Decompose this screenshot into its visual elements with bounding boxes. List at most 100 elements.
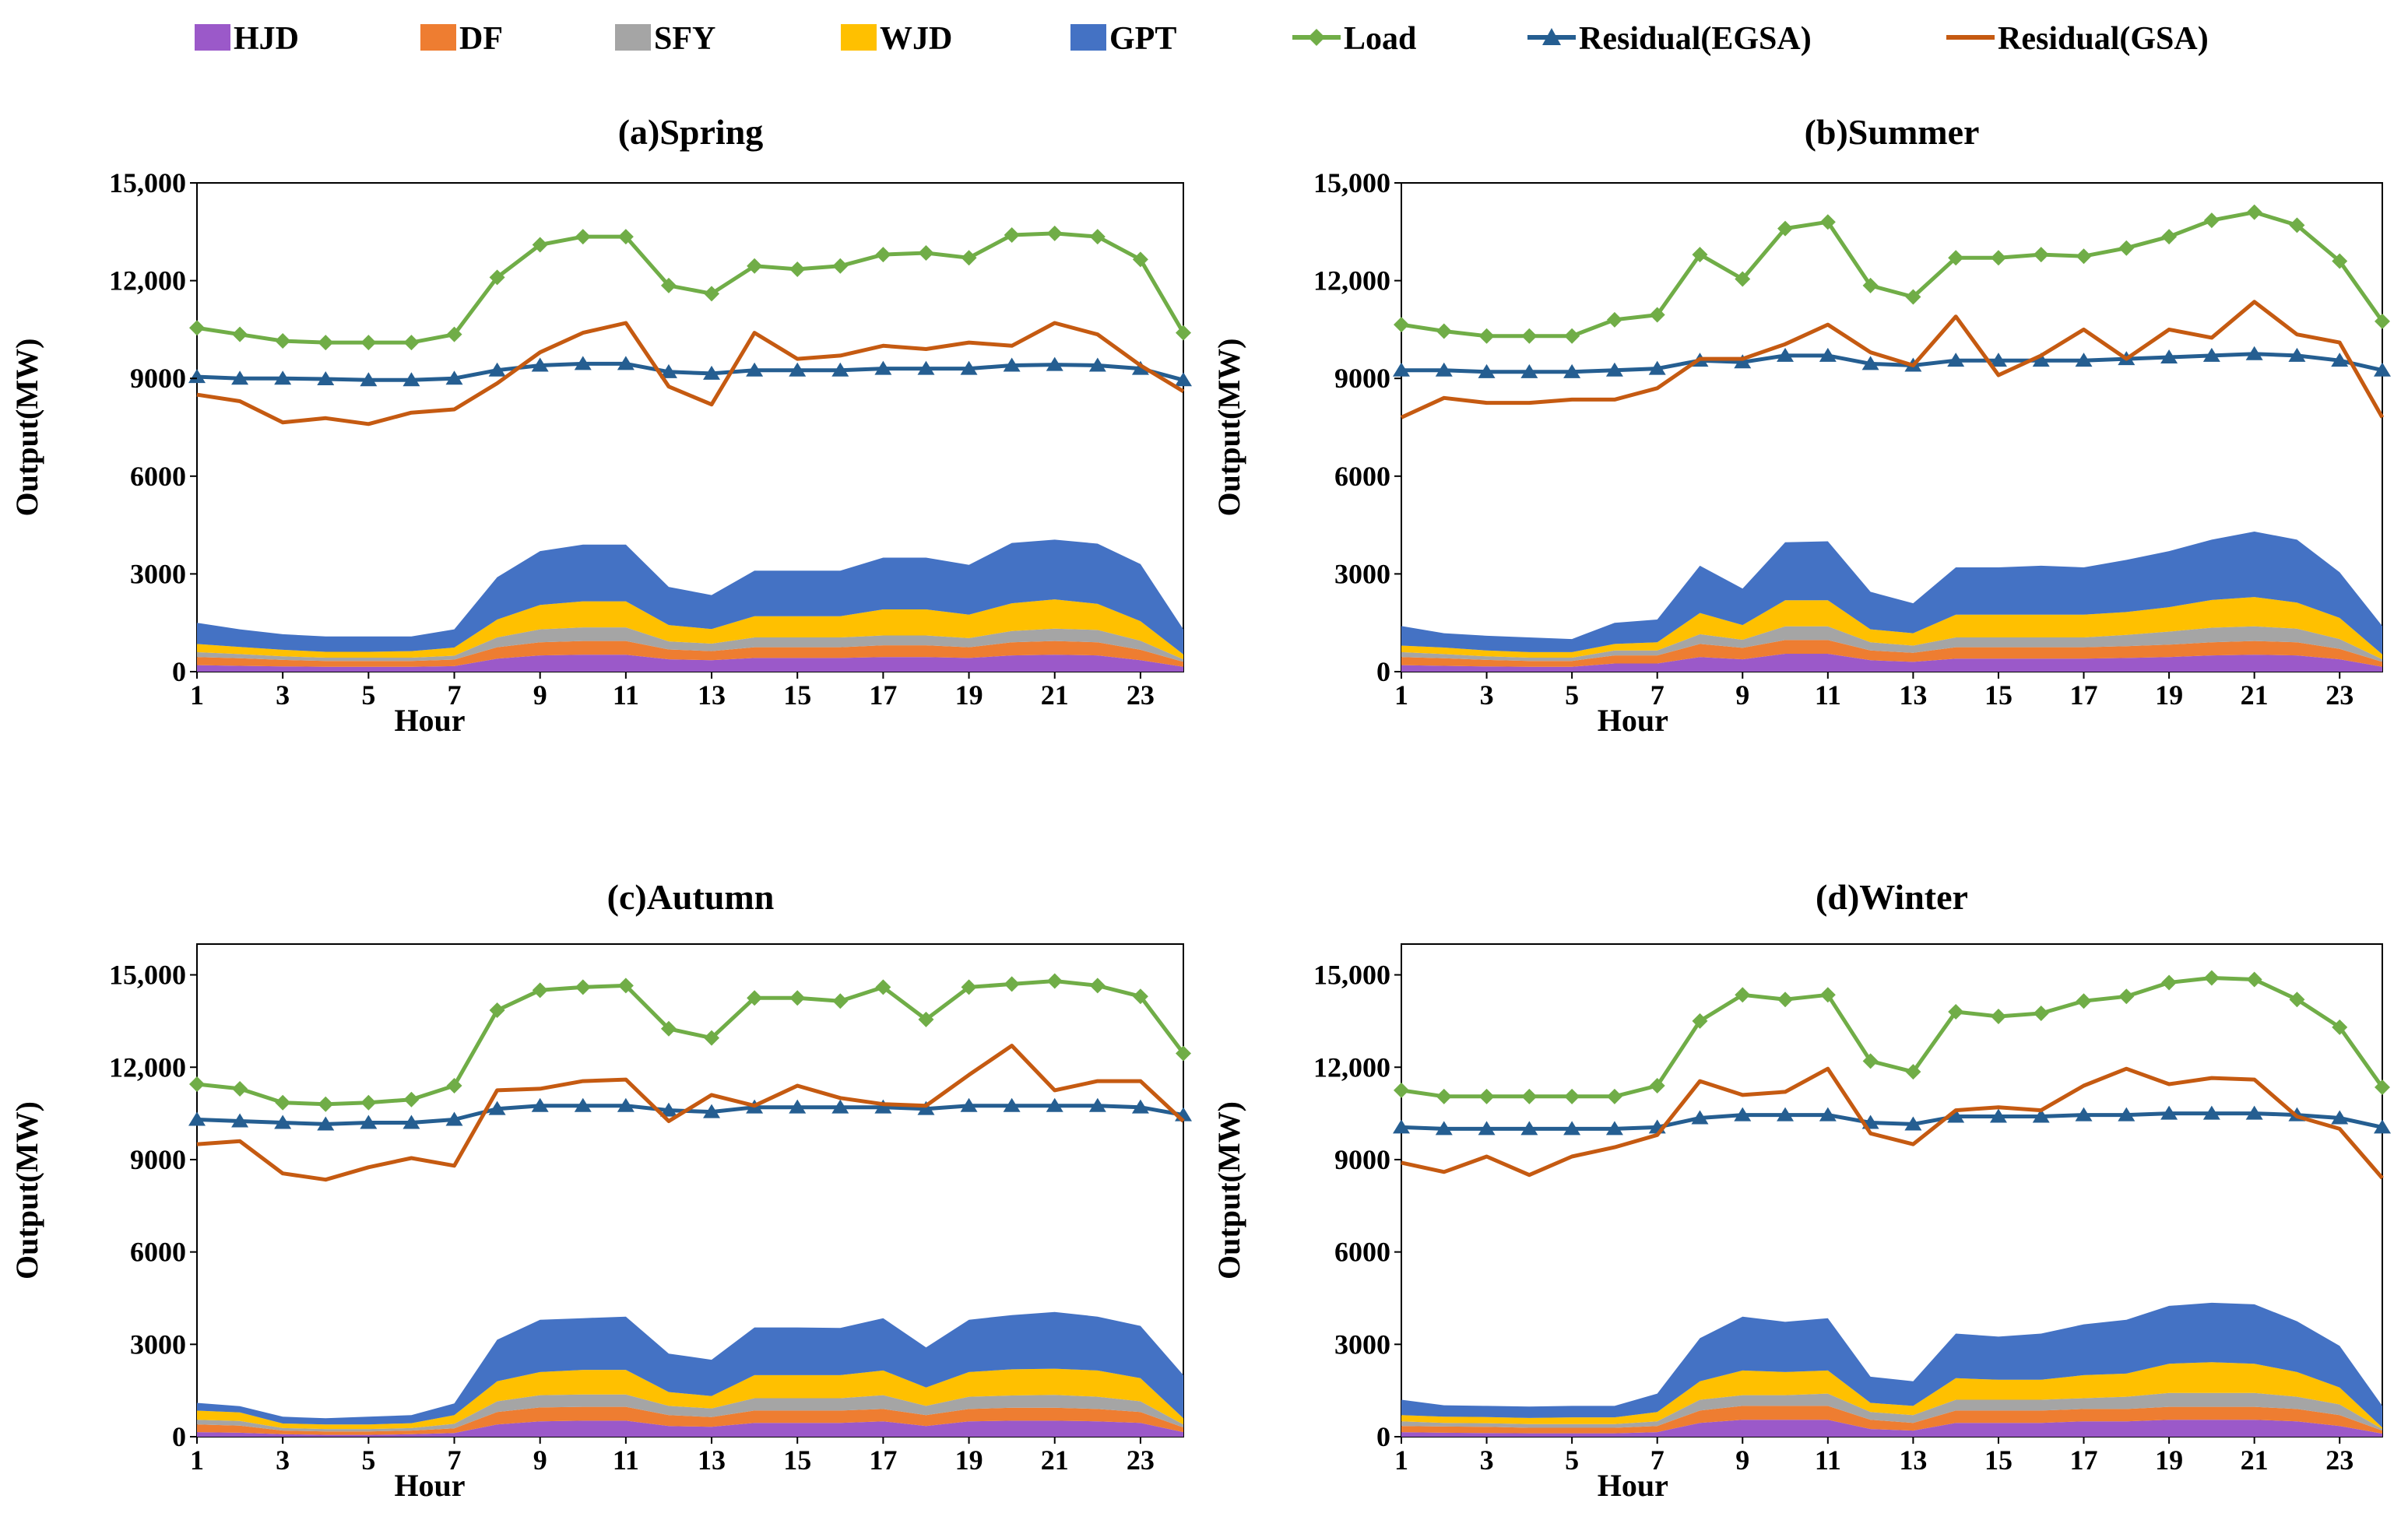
panel-title: (b)Summer <box>1805 112 1980 152</box>
marker-load <box>660 1020 677 1037</box>
marker-residual-egsa <box>403 372 420 387</box>
marker-load <box>2289 992 2305 1008</box>
legend-item-residual-egsa: Residual(EGSA) <box>1527 21 1812 57</box>
marker-load <box>660 277 677 293</box>
marker-load <box>1089 978 1106 994</box>
x-tick-label: 17 <box>869 679 897 711</box>
x-tick-label: 17 <box>2070 1444 2098 1476</box>
area-gpt <box>1401 532 2382 655</box>
y-axis-label: Output(MW) <box>1211 1101 1246 1280</box>
legend-swatch-df <box>420 24 456 51</box>
marker-residual-egsa <box>1088 357 1106 372</box>
x-tick-label: 1 <box>1394 679 1408 711</box>
marker-residual-egsa <box>1478 1121 1496 1136</box>
y-tick-label: 15,000 <box>109 167 186 198</box>
marker-load <box>704 286 720 302</box>
marker-load <box>1649 307 1665 323</box>
legend-marker-load <box>1308 29 1325 46</box>
marker-residual-egsa <box>1989 1108 2007 1123</box>
marker-load <box>232 326 248 342</box>
marker-residual-egsa <box>274 1115 292 1129</box>
legend-item-hjd: HJD <box>195 21 299 57</box>
x-tick-label: 1 <box>190 679 204 711</box>
area-hjd <box>1401 1420 2382 1437</box>
marker-load <box>2203 212 2220 229</box>
marker-residual-egsa <box>1819 1107 1837 1122</box>
marker-residual-egsa <box>2118 1107 2136 1122</box>
marker-residual-egsa <box>2075 1107 2093 1122</box>
marker-load <box>1905 1064 1921 1080</box>
marker-residual-egsa <box>1648 360 1666 375</box>
marker-load <box>2332 1019 2348 1035</box>
marker-residual-egsa <box>2288 347 2306 362</box>
line-residual-gsa <box>196 321 1185 427</box>
marker-residual-egsa <box>2374 1119 2391 1134</box>
legend-item-df: DF <box>420 21 503 57</box>
marker-load <box>1948 1004 1964 1020</box>
marker-residual-egsa <box>1734 1107 1752 1122</box>
marker-load <box>789 990 806 1006</box>
marker-load <box>1777 992 1794 1008</box>
area-df <box>1401 1406 2382 1434</box>
marker-load <box>446 326 462 342</box>
x-tick-label: 5 <box>361 1444 375 1476</box>
marker-residual-egsa <box>2160 349 2178 363</box>
marker-residual-egsa <box>2075 353 2093 367</box>
y-axis-label: Output(MW) <box>1211 339 1246 517</box>
marker-residual-egsa <box>1947 1108 1965 1123</box>
marker-load <box>1004 226 1020 243</box>
marker-load <box>1132 251 1148 268</box>
x-tick-label: 3 <box>276 679 290 711</box>
legend-item-gpt: GPT <box>1070 21 1176 57</box>
marker-residual-egsa <box>1131 360 1149 375</box>
marker-residual-egsa <box>1861 356 1879 370</box>
x-axis-label: Hour <box>394 703 465 738</box>
marker-load <box>2033 1006 2049 1022</box>
marker-load <box>1735 271 1751 287</box>
legend-item-sfy: SFY <box>615 21 715 57</box>
marker-residual-egsa <box>274 370 292 385</box>
marker-load <box>1692 247 1708 263</box>
marker-residual-egsa <box>1003 1097 1021 1112</box>
marker-load <box>1176 1045 1191 1062</box>
marker-load <box>189 320 205 336</box>
marker-residual-egsa <box>1691 1110 1709 1125</box>
marker-load <box>747 258 763 274</box>
marker-residual-egsa <box>1777 1107 1795 1122</box>
legend-swatch-hjd <box>195 24 230 51</box>
marker-load <box>403 1091 420 1107</box>
marker-load <box>2246 971 2262 988</box>
line-residual-gsa <box>1401 1066 2384 1180</box>
marker-residual-egsa <box>403 1115 420 1129</box>
marker-load <box>403 335 420 351</box>
marker-residual-egsa <box>231 1113 249 1128</box>
legend-swatch-sfy <box>615 24 651 51</box>
legend-label-load: Load <box>1344 21 1416 57</box>
marker-load <box>1478 1088 1495 1104</box>
marker-load <box>489 269 505 286</box>
x-tick-label: 23 <box>2325 679 2354 711</box>
marker-load <box>747 990 763 1006</box>
marker-residual-egsa <box>789 1099 807 1114</box>
marker-load <box>318 335 334 351</box>
y-tick-label: 6000 <box>1334 461 1390 492</box>
x-tick-label: 17 <box>2070 679 2098 711</box>
marker-load <box>1436 323 1452 339</box>
x-tick-label: 5 <box>361 679 375 711</box>
marker-residual-egsa <box>2245 346 2263 360</box>
x-tick-label: 19 <box>955 1444 983 1476</box>
marker-load <box>918 245 934 262</box>
x-tick-label: 3 <box>1480 679 1494 711</box>
marker-load <box>489 1002 505 1019</box>
line-load <box>196 979 1185 1107</box>
y-tick-label: 15,000 <box>109 960 186 991</box>
marker-residual-egsa <box>531 1097 549 1112</box>
x-tick-label: 21 <box>2241 679 2269 711</box>
marker-residual-egsa <box>1131 1099 1149 1114</box>
legend-marker-residual-egsa <box>1542 28 1561 45</box>
x-axis-label: Hour <box>1598 703 1668 738</box>
marker-residual-egsa <box>659 1102 677 1117</box>
marker-residual-egsa <box>1046 1097 1063 1112</box>
